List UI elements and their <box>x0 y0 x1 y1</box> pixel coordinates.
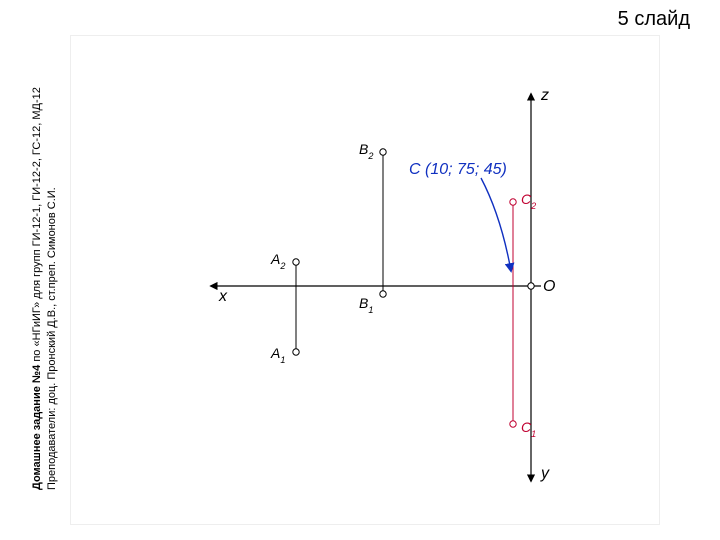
slide-number: 5 слайд <box>618 8 690 31</box>
svg-text:C (10; 75; 45): C (10; 75; 45) <box>409 161 507 178</box>
diagram-canvas: x z y O A1 A2 B1 B2 C1 C2 C (10; 75; 45) <box>70 35 660 525</box>
svg-text:x: x <box>218 288 228 305</box>
sidebar-line2: Преподаватели: доц. Пронский Д.В., ст.пр… <box>45 87 60 490</box>
svg-text:C2: C2 <box>521 191 536 211</box>
svg-text:A2: A2 <box>270 251 285 271</box>
diagram-svg: x z y O A1 A2 B1 B2 C1 C2 C (10; 75; 45) <box>71 36 661 526</box>
svg-text:C1: C1 <box>521 419 536 439</box>
sidebar-bold: Домашнее задание №4 <box>31 365 43 490</box>
svg-text:B2: B2 <box>359 141 373 161</box>
sidebar-rest: по «НГиИГ» для групп ГИ-12-1, ГИ-12-2, Г… <box>31 87 43 365</box>
sidebar-caption: Домашнее задание №4 по «НГиИГ» для групп… <box>30 87 61 490</box>
sidebar-line1: Домашнее задание №4 по «НГиИГ» для групп… <box>30 87 45 490</box>
svg-text:y: y <box>540 465 550 482</box>
svg-text:O: O <box>543 278 555 295</box>
svg-text:z: z <box>540 87 549 104</box>
svg-text:A1: A1 <box>270 345 285 365</box>
svg-text:B1: B1 <box>359 295 373 315</box>
